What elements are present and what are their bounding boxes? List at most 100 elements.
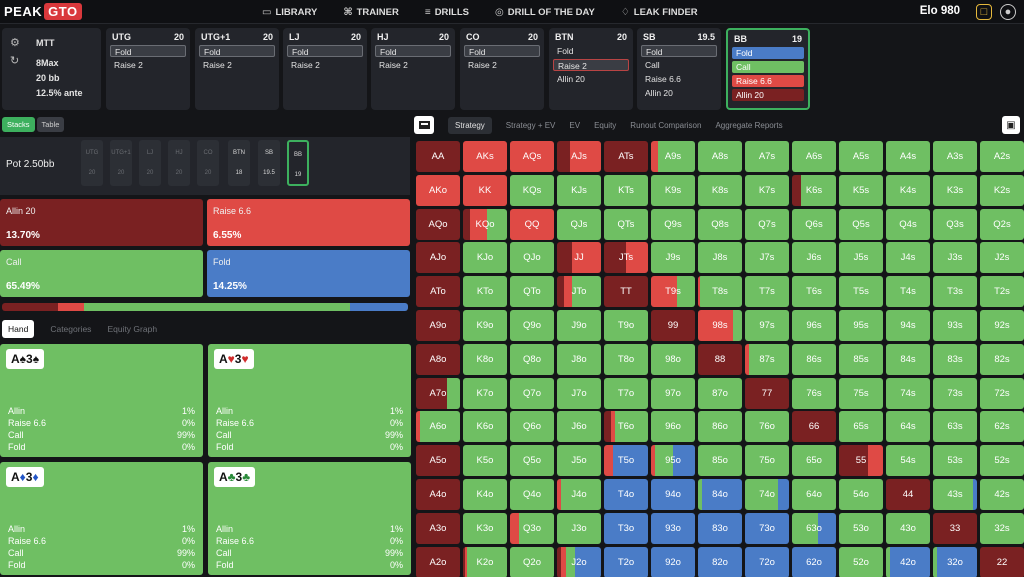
hand-cell[interactable]: J7s <box>745 242 789 274</box>
hand-cell[interactable]: T5s <box>839 276 883 308</box>
stack-chip-hj[interactable]: HJ 20 <box>168 140 190 186</box>
hand-cell[interactable]: 76s <box>792 377 836 409</box>
position-card-utg-plus-1[interactable]: UTG+1 20 Fold Raise 2 <box>195 28 279 110</box>
hand-cell[interactable]: Q2o <box>510 546 554 577</box>
hand-cell[interactable]: 52s <box>980 445 1024 477</box>
peakgto-logo[interactable]: PEAK GTO <box>4 2 82 21</box>
nav-item-leak-finder[interactable]: ♢ LEAK FINDER <box>621 7 698 18</box>
hand-cell[interactable]: A5s <box>839 141 883 172</box>
hand-cell[interactable]: Q4o <box>510 479 554 510</box>
tab-categories[interactable]: Categories <box>50 324 92 334</box>
hand-cell[interactable]: AJo <box>416 242 460 274</box>
hand-cell[interactable]: 85s <box>839 343 883 375</box>
position-card-utg[interactable]: UTG 20 Fold Raise 2 <box>106 28 190 110</box>
hand-cell[interactable]: 86s <box>792 343 836 375</box>
hand-cell[interactable]: KJo <box>463 242 507 274</box>
settings-gear-icon[interactable]: ⚙ <box>10 37 20 49</box>
hand-cell[interactable]: 94o <box>651 479 695 510</box>
hand-cell[interactable]: 98s <box>698 310 742 341</box>
hand-cell[interactable]: 62o <box>792 546 836 577</box>
hand-cell[interactable]: Q3s <box>933 208 977 240</box>
action-option[interactable]: Raise 2 <box>203 60 232 70</box>
hand-cell[interactable]: J4s <box>886 242 930 274</box>
hand-cell[interactable]: 53o <box>839 512 883 544</box>
hand-cell[interactable]: T2s <box>980 276 1024 308</box>
hand-cell[interactable]: 74s <box>886 377 930 409</box>
hand-cell[interactable]: 63o <box>792 512 836 544</box>
hand-cell[interactable]: KQs <box>510 174 554 206</box>
hand-cell[interactable]: K6o <box>463 411 507 443</box>
hand-cell[interactable]: 32o <box>933 546 977 577</box>
hand-cell[interactable]: K2o <box>463 546 507 577</box>
hand-cell[interactable]: A5o <box>416 445 460 477</box>
hand-cell[interactable]: K9s <box>651 174 695 206</box>
tab-aggregate-reports[interactable]: Aggregate Reports <box>715 120 783 130</box>
hand-cell[interactable]: K6s <box>792 174 836 206</box>
stack-chip-lj[interactable]: LJ 20 <box>139 140 161 186</box>
hand-cell[interactable]: Q4s <box>886 208 930 240</box>
hand-cell[interactable]: A4o <box>416 479 460 510</box>
hand-cell[interactable]: AKs <box>463 141 507 172</box>
hand-cell[interactable]: 92s <box>980 310 1024 341</box>
tab-ev[interactable]: EV <box>569 120 581 130</box>
hand-cell[interactable]: A8o <box>416 343 460 375</box>
hand-cell[interactable]: J8o <box>557 343 601 375</box>
hand-cell[interactable]: 63s <box>933 411 977 443</box>
hand-cell[interactable]: J6s <box>792 242 836 274</box>
action-option[interactable]: Fold <box>464 45 540 57</box>
hand-cell[interactable]: J5s <box>839 242 883 274</box>
action-option[interactable]: Allin 20 <box>557 74 585 84</box>
hand-cell[interactable]: KTs <box>604 174 648 206</box>
hand-cell[interactable]: J2s <box>980 242 1024 274</box>
hand-cell[interactable]: J9o <box>557 310 601 341</box>
hand-cell[interactable]: KQo <box>463 208 507 240</box>
stack-chip-utg[interactable]: UTG 20 <box>81 140 103 186</box>
hand-cell[interactable]: 83o <box>698 512 742 544</box>
stack-chip-co[interactable]: CO 20 <box>197 140 219 186</box>
position-card-sb[interactable]: SB 19.5 Fold Call Raise 6.6 Allin 20 <box>637 28 721 110</box>
hand-cell[interactable]: K5o <box>463 445 507 477</box>
action-option[interactable]: Raise 2 <box>291 60 320 70</box>
hand-cell[interactable]: T4s <box>886 276 930 308</box>
hand-cell[interactable]: QJo <box>510 242 554 274</box>
hand-cell[interactable]: 72s <box>980 377 1024 409</box>
action-option[interactable]: Fold <box>110 45 186 57</box>
stacks-toggle[interactable]: Stacks <box>2 117 35 132</box>
hand-cell[interactable]: 42o <box>886 546 930 577</box>
hand-cell[interactable]: J8s <box>698 242 742 274</box>
hand-cell[interactable]: K9o <box>463 310 507 341</box>
hand-cell[interactable]: 87o <box>698 377 742 409</box>
hand-cell[interactable]: A3o <box>416 512 460 544</box>
hand-cell[interactable]: ATo <box>416 276 460 308</box>
hand-cell[interactable]: K7o <box>463 377 507 409</box>
hand-cell[interactable]: 76o <box>745 411 789 443</box>
hand-cell[interactable]: J9s <box>651 242 695 274</box>
hand-cell[interactable]: K2s <box>980 174 1024 206</box>
hand-cell[interactable]: Q9o <box>510 310 554 341</box>
hand-cell[interactable]: J2o <box>557 546 601 577</box>
hand-cell[interactable]: AQs <box>510 141 554 172</box>
action-option[interactable]: Fold <box>287 45 363 57</box>
hand-cell[interactable]: 54s <box>886 445 930 477</box>
position-card-bb[interactable]: BB 19 Fold Call Raise 6.6 Allin 20 <box>726 28 810 110</box>
hand-cell[interactable]: T9s <box>651 276 695 308</box>
hand-cell[interactable]: A7s <box>745 141 789 172</box>
action-option[interactable]: Raise 2 <box>379 60 408 70</box>
hand-cell[interactable]: 92o <box>651 546 695 577</box>
action-option[interactable]: Raise 6.6 <box>645 74 681 84</box>
hand-cell[interactable]: 75s <box>839 377 883 409</box>
stack-chip-utg-plus-1[interactable]: UTG+1 20 <box>110 140 132 186</box>
hand-cell[interactable]: A6s <box>792 141 836 172</box>
hand-cell[interactable]: 43o <box>886 512 930 544</box>
hand-cell[interactable]: K5s <box>839 174 883 206</box>
hand-cell[interactable]: 53s <box>933 445 977 477</box>
hand-cell[interactable]: 96o <box>651 411 695 443</box>
hand-cell[interactable]: J3o <box>557 512 601 544</box>
hand-cell[interactable]: A6o <box>416 411 460 443</box>
hand-cell[interactable]: T2o <box>604 546 648 577</box>
hand-cell[interactable]: 73o <box>745 512 789 544</box>
hand-cell[interactable]: 33 <box>933 512 977 544</box>
hand-cell[interactable]: AKo <box>416 174 460 206</box>
hand-cell[interactable]: 88 <box>698 343 742 375</box>
stack-chip-bb[interactable]: BB 19 <box>287 140 309 186</box>
